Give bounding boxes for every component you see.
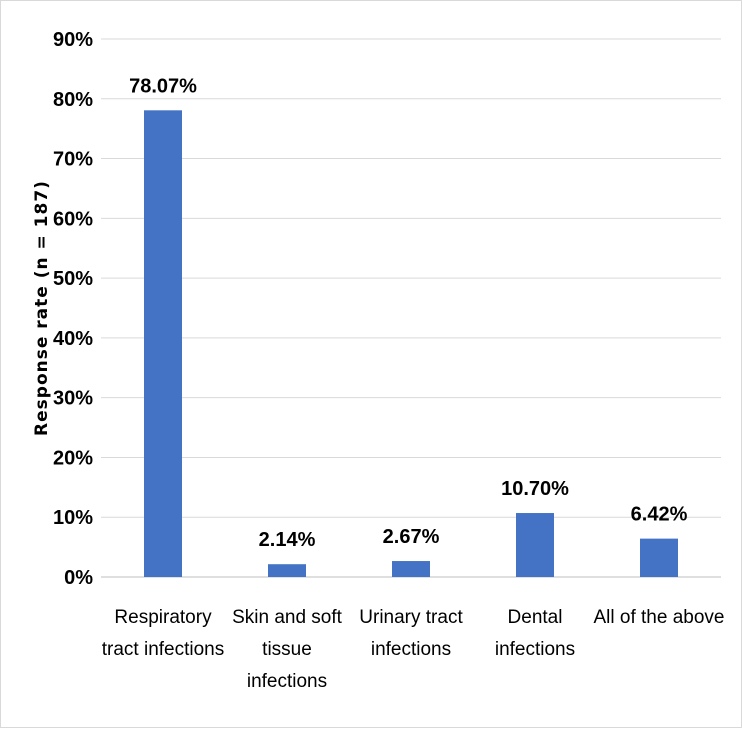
x-category-label: Dental infections [495, 607, 575, 660]
y-tick-label: 60% [53, 208, 93, 230]
data-label: 10.70% [501, 478, 569, 500]
gridlines [101, 38, 721, 578]
bar [268, 564, 306, 577]
y-axis-ticks: 0% 10% 20% 30% 40% 50% 60% 70% 80% 90% [53, 29, 93, 589]
y-tick-label: 10% [53, 507, 93, 529]
data-labels: 78.07% 2.14% 2.67% 10.70% 6.42% [129, 75, 687, 551]
x-category-label: All of the above [594, 607, 725, 628]
y-tick-label: 0% [64, 567, 93, 589]
bar [392, 561, 430, 577]
data-label: 2.14% [259, 529, 316, 551]
x-category-label: Urinary tract infections [359, 607, 463, 660]
y-tick-label: 20% [53, 447, 93, 469]
y-tick-label: 80% [53, 89, 93, 111]
bar [144, 110, 182, 578]
bar [516, 513, 554, 577]
y-axis-label: Response rate (n = 187) [32, 180, 52, 436]
x-category-label: Respiratory tract infections [102, 607, 225, 660]
y-tick-label: 40% [53, 328, 93, 350]
data-label: 6.42% [631, 504, 688, 526]
x-category-label: Skin and soft tissue infections [232, 607, 343, 692]
bar [640, 538, 678, 577]
y-tick-label: 90% [53, 29, 93, 51]
data-label: 2.67% [383, 526, 440, 548]
y-tick-label: 70% [53, 149, 93, 171]
y-tick-label: 50% [53, 268, 93, 290]
data-label: 78.07% [129, 75, 197, 97]
y-tick-label: 30% [53, 388, 93, 410]
bars [144, 110, 678, 578]
